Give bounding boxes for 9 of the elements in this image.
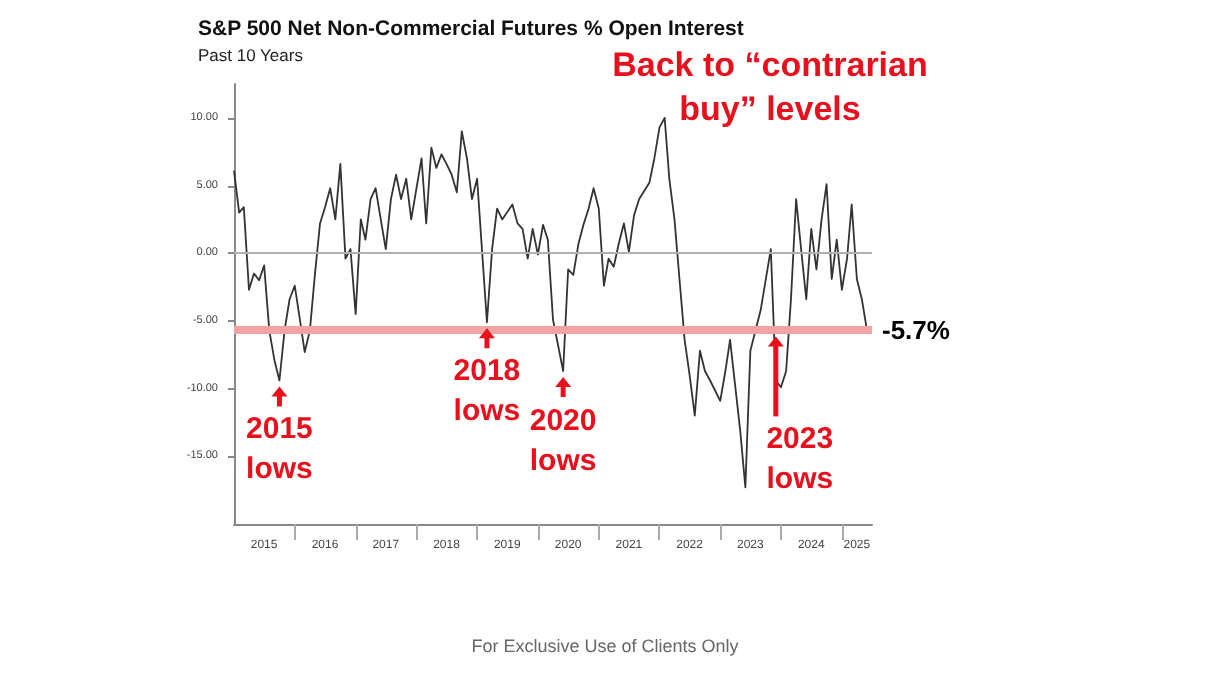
annotation: 2018 lows: [451, 352, 523, 433]
annotation: 2020 lows: [527, 401, 599, 481]
annotation: Back to “contrarian buy” levels: [610, 44, 930, 132]
ref-line-label: -5.7%: [882, 315, 951, 346]
chart-title: S&P 500 Net Non-Commercial Futures % Open Interest: [198, 17, 745, 41]
chart-subtitle: Past 10 Years: [198, 45, 303, 65]
annotation: 2023 lows: [764, 420, 836, 501]
annotation: 2015 lows: [244, 410, 315, 491]
text: For Exclusive Use of Clients Only: [469, 636, 741, 656]
